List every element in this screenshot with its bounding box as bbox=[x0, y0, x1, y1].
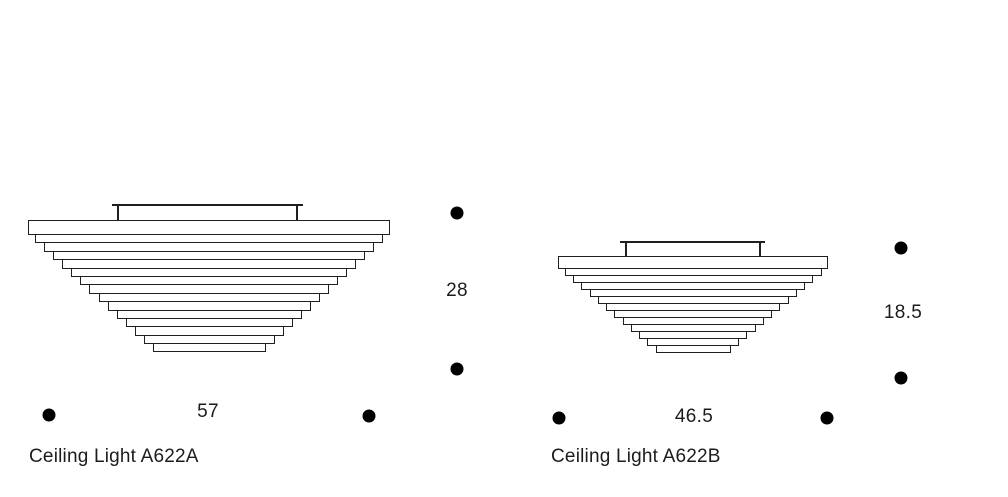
lamp-stem-right-a622b bbox=[759, 243, 761, 257]
height-dimension-dot-top-a622b bbox=[894, 241, 908, 255]
lamp-stem-left-a622a bbox=[117, 205, 119, 221]
lamp-tier bbox=[655, 345, 731, 353]
lamp-top-tier bbox=[28, 220, 390, 235]
height-dimension-value-a622a: 28 bbox=[446, 280, 468, 301]
width-dimension-value-a622a: 57 bbox=[197, 401, 219, 422]
height-dimension-dot-bottom-a622a bbox=[450, 362, 464, 376]
width-dimension-dot-left-a622a bbox=[42, 408, 56, 422]
lamp-stem-left-a622b bbox=[625, 243, 627, 257]
height-dimension-dot-bottom-a622b bbox=[894, 371, 908, 385]
width-dimension-dot-right-a622a bbox=[362, 409, 376, 423]
width-dimension-dot-left-a622b bbox=[552, 411, 566, 425]
width-dimension-dot-right-a622b bbox=[820, 411, 834, 425]
lamp-tier bbox=[152, 343, 266, 353]
lamp-shade-drawing-a622a bbox=[28, 220, 390, 353]
lamp-canopy-plate-a622b bbox=[620, 241, 765, 243]
product-title-a622a: Ceiling Light A622A bbox=[29, 446, 199, 467]
lamp-stem-right-a622a bbox=[296, 205, 298, 221]
product-title-a622b: Ceiling Light A622B bbox=[551, 446, 721, 467]
lamp-shade-drawing-a622b bbox=[558, 256, 828, 353]
lamp-canopy-plate-a622a bbox=[112, 204, 303, 206]
height-dimension-dot-top-a622a bbox=[450, 206, 464, 220]
width-dimension-value-a622b: 46.5 bbox=[674, 406, 714, 427]
height-dimension-value-a622b: 18.5 bbox=[883, 302, 923, 323]
